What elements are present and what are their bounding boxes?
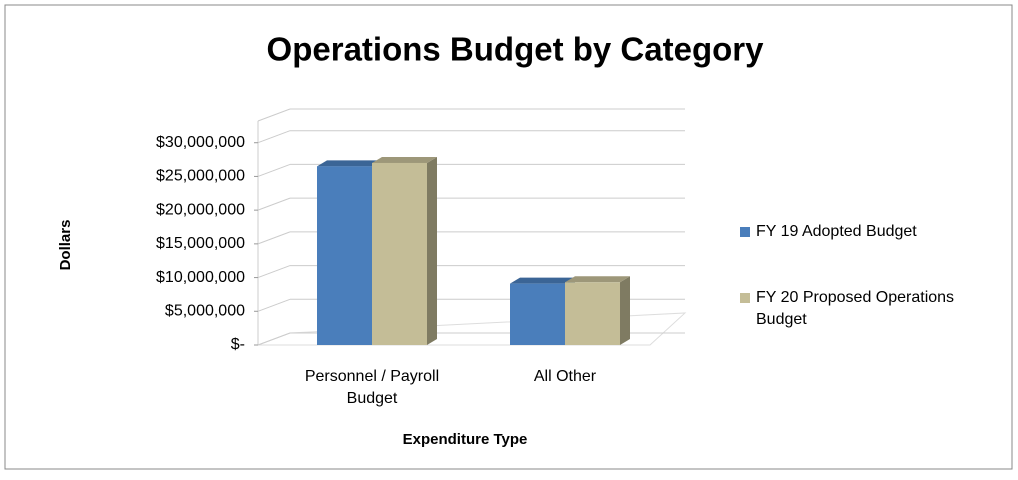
legend-label: FY 20 Proposed Operations Budget [756,289,955,328]
legend-swatch [740,293,750,303]
grid-line [257,231,291,245]
bar-top [317,160,382,167]
y-tick-label: $20,000,000 [156,201,245,218]
bar-top [510,277,575,284]
grid-line [257,265,291,279]
bar-top [565,276,630,283]
bar-side [620,276,630,345]
bar [372,162,427,345]
y-tick-label: $- [231,336,245,353]
grid-line [257,163,291,177]
x-tick-label: Personnel / Payroll Budget [304,368,440,407]
y-tick-label: $5,000,000 [165,303,245,320]
chart-border [4,4,1013,470]
bar-top [372,156,437,163]
grid-line [257,298,291,312]
y-tick-label: $15,000,000 [156,235,245,252]
y-axis-title: Dollars [57,220,74,271]
y-tick-label: $25,000,000 [156,168,245,185]
wall-top [257,108,291,122]
x-tick-label: All Other [533,368,597,385]
bar [565,282,620,345]
legend-label: FY 19 Adopted Budget [756,223,917,240]
x-axis-title: Expenditure Type [403,431,528,448]
bar [317,166,372,345]
grid-line [257,197,291,211]
grid-line [257,130,291,144]
chart-title: Operations Budget by Category [267,31,765,68]
bar [510,283,565,345]
y-tick-label: $10,000,000 [156,269,245,286]
grid-line [257,332,291,346]
y-tick-label: $30,000,000 [156,134,245,151]
bar-side [427,156,437,345]
legend-swatch [740,227,750,237]
